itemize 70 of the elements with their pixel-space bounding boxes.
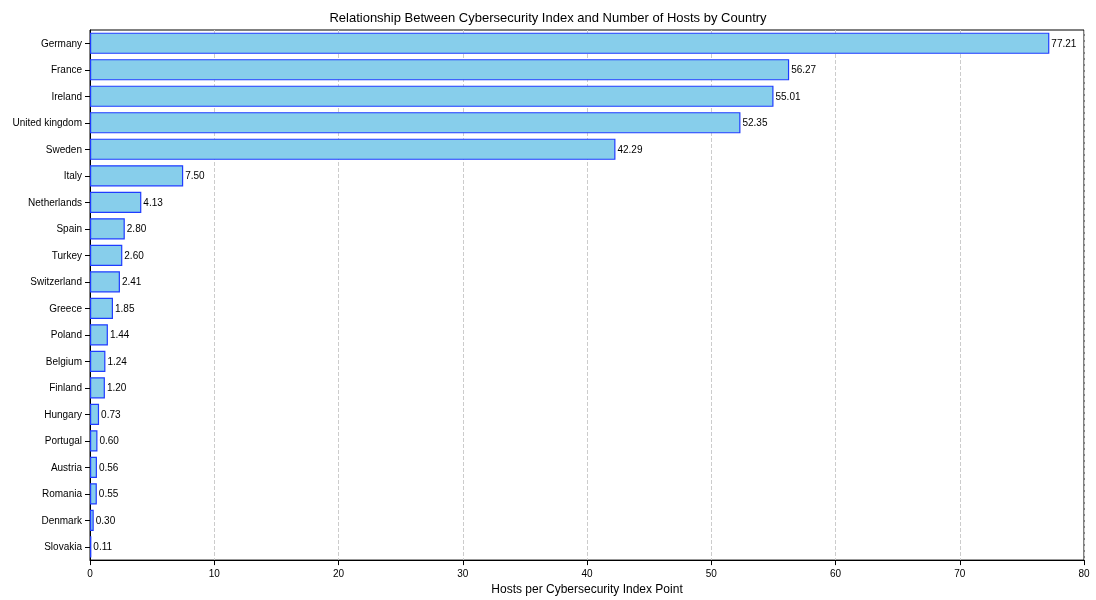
data-label: 7.50 [185, 170, 206, 182]
y-tick-label: Germany [40, 37, 82, 49]
data-label: 2.80 [126, 223, 147, 235]
y-tick-label: Austria [50, 461, 83, 473]
data-label: 52.35 [742, 117, 768, 129]
data-label: 55.01 [775, 90, 801, 102]
data-label: 0.30 [95, 514, 116, 526]
data-label: 1.20 [106, 382, 127, 394]
bar [90, 59, 790, 81]
y-tick-label: France [50, 64, 83, 76]
data-label: 4.13 [143, 196, 164, 208]
x-tick-label: 70 [954, 567, 966, 579]
x-axis-title: Hosts per Cybersecurity Index Point [491, 582, 684, 596]
data-label: 42.29 [617, 143, 643, 155]
y-tick-label: Hungary [44, 408, 82, 420]
y-tick-label: Poland [50, 329, 82, 341]
x-tick-label: 40 [581, 567, 593, 579]
bar [90, 165, 184, 187]
data-label: 56.27 [791, 64, 817, 76]
bar [90, 191, 142, 213]
y-tick-label: United kingdom [12, 117, 82, 129]
bar [90, 85, 774, 107]
x-tick-label: 10 [208, 567, 221, 579]
bar [90, 483, 97, 505]
bar [90, 324, 108, 346]
x-tick-label: 20 [332, 567, 345, 579]
bar [90, 32, 1050, 54]
bar [90, 112, 741, 134]
y-tick-label: Ireland [51, 90, 82, 102]
data-label: 1.24 [107, 355, 128, 367]
y-tick-label: Spain [56, 223, 82, 235]
y-tick-label: Slovakia [44, 541, 83, 553]
y-tick-label: Portugal [44, 435, 82, 447]
data-label: 0.11 [93, 541, 113, 553]
bar [90, 403, 100, 425]
y-tick-label: Turkey [51, 249, 82, 261]
data-label: 77.21 [1051, 37, 1077, 49]
x-tick-label: 60 [829, 567, 842, 579]
data-label: 0.60 [99, 435, 120, 447]
y-tick-label: Romania [41, 488, 83, 500]
data-label: 2.41 [121, 276, 142, 288]
data-label: 0.56 [98, 461, 119, 473]
y-tick-label: Finland [49, 382, 82, 394]
x-tick-label: 0 [87, 567, 94, 579]
bar [90, 271, 120, 293]
bar [90, 509, 94, 531]
data-label: 2.60 [124, 249, 145, 261]
y-tick-label: Greece [49, 302, 83, 314]
bar [90, 377, 105, 399]
bar [90, 244, 123, 266]
bar [90, 138, 616, 160]
bar [90, 350, 106, 372]
x-tick-label: 80 [1078, 567, 1090, 579]
bar [90, 456, 97, 478]
data-label: 0.55 [98, 488, 119, 500]
bar [90, 297, 113, 319]
bar [90, 218, 125, 240]
bar [90, 430, 98, 452]
x-tick-label: 50 [705, 567, 718, 579]
y-tick-label: Sweden [45, 143, 82, 155]
y-tick-label: Denmark [41, 514, 83, 526]
y-tick-label: Switzerland [30, 276, 82, 288]
y-tick-label: Netherlands [28, 196, 82, 208]
data-label: 1.85 [114, 302, 135, 314]
y-tick-label: Belgium [45, 355, 82, 367]
y-tick-label: Italy [63, 170, 82, 182]
x-tick-label: 30 [457, 567, 469, 579]
chart-title: Relationship Between Cybersecurity Index and Number of Hosts by Country [329, 10, 768, 25]
data-label: 1.44 [109, 329, 130, 341]
data-label: 0.73 [101, 408, 121, 420]
